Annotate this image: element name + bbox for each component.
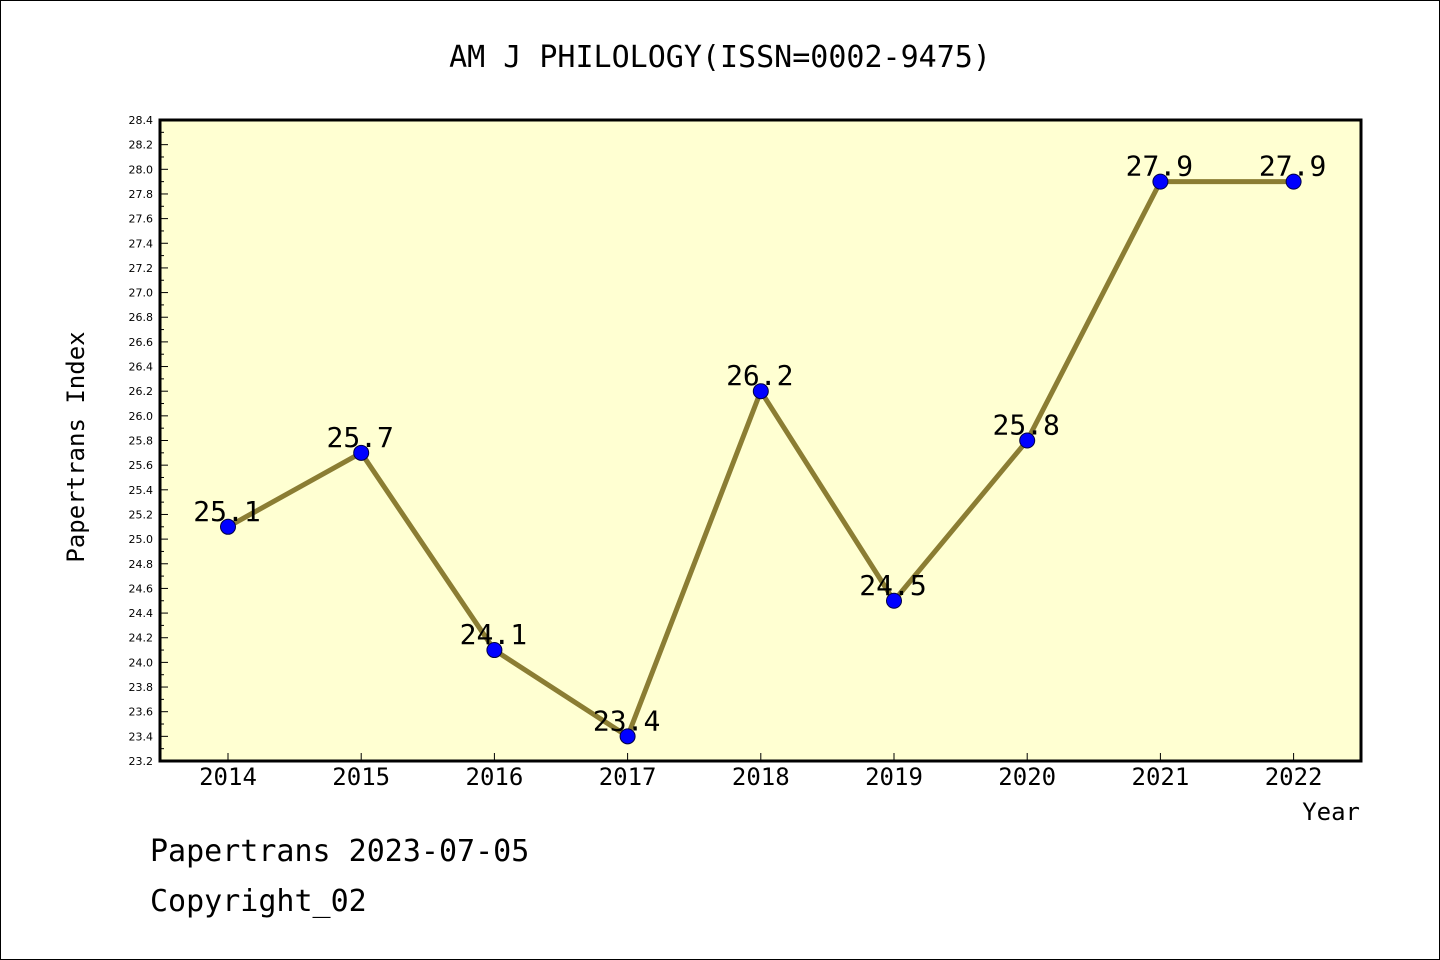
data-point (220, 518, 236, 535)
y-tick-label: 23.6 (129, 706, 154, 719)
footer-copyright-text: Copyright_02 (150, 884, 367, 919)
data-point (486, 642, 503, 659)
data-label: 27.9 (1259, 150, 1326, 183)
data-label: 25.7 (326, 421, 393, 454)
y-tick-label: 28.2 (129, 139, 154, 152)
y-tick-label: 25.6 (129, 459, 154, 472)
data-label: 25.8 (992, 409, 1059, 442)
data-label: 25.1 (193, 495, 260, 528)
x-tick-label: 2014 (199, 763, 257, 791)
data-point (886, 592, 902, 609)
y-tick-label: 23.8 (129, 681, 154, 694)
data-label: 24.1 (460, 618, 527, 651)
y-tick-label: 26.4 (129, 361, 154, 374)
series-layer: 25.1 25.7 24.1 23.4 26.2 24.5 25.8 27.9 27.9 (193, 150, 1326, 745)
x-tick-label: 2019 (865, 763, 923, 791)
x-tick-label: 2020 (998, 763, 1056, 791)
y-tick-label: 27.4 (129, 237, 154, 250)
data-label: 26.2 (726, 359, 793, 392)
y-tick-label: 26.8 (129, 311, 154, 324)
y-tick-label: 24.8 (129, 558, 154, 571)
y-tick-label: 25.2 (129, 508, 154, 521)
y-tick-label: 26.2 (129, 385, 154, 398)
y-tick-label: 27.0 (129, 287, 154, 300)
y-tick-label: 24.4 (129, 607, 154, 620)
x-tick-label: 2015 (332, 763, 390, 791)
y-tick-label: 24.2 (129, 632, 154, 645)
data-label: 24.5 (859, 569, 926, 602)
y-tick-label: 23.2 (129, 755, 154, 768)
data-point (752, 383, 769, 400)
footer-date-text: Papertrans 2023-07-05 (150, 834, 530, 869)
data-point (1152, 173, 1169, 190)
y-tick-label: 27.6 (129, 213, 154, 226)
data-point (1285, 173, 1302, 190)
y-tick-label: 24.0 (129, 656, 154, 669)
data-label: 27.9 (1126, 150, 1193, 183)
y-tick-label: 28.4 (129, 114, 154, 127)
plot-area (158, 118, 1363, 763)
y-tick-label: 26.0 (129, 410, 154, 423)
chart-title: AM J PHILOLOGY(ISSN=0002-9475) (449, 40, 991, 75)
x-axis: 2014 2015 2016 2017 2018 2019 2020 2021 2022 (199, 753, 1322, 791)
y-tick-label: 26.6 (129, 336, 154, 349)
y-tick-label: 23.4 (129, 730, 154, 743)
data-point (353, 444, 370, 461)
y-tick-label: 25.0 (129, 533, 154, 546)
x-tick-label: 2018 (732, 763, 790, 791)
data-label: 23.4 (593, 704, 660, 737)
y-tick-label: 27.2 (129, 262, 154, 275)
y-axis-label: Papertrans Index (62, 331, 90, 562)
y-tick-label: 25.8 (129, 435, 154, 448)
x-tick-label: 2016 (466, 763, 524, 791)
data-point (1019, 432, 1036, 449)
y-axis: 23.2 23.4 23.6 23.8 24.0 24.2 24.4 24.6 24.8 25.0… (129, 114, 168, 768)
y-tick-label: 25.4 (129, 484, 154, 497)
x-tick-label: 2022 (1265, 763, 1323, 791)
y-tick-label: 28.0 (129, 163, 154, 176)
y-tick-label: 27.8 (129, 188, 154, 201)
data-point (619, 728, 636, 745)
x-tick-label: 2021 (1132, 763, 1190, 791)
y-tick-label: 24.6 (129, 582, 154, 595)
x-axis-label: Year (1302, 798, 1360, 826)
x-tick-label: 2017 (599, 763, 657, 791)
